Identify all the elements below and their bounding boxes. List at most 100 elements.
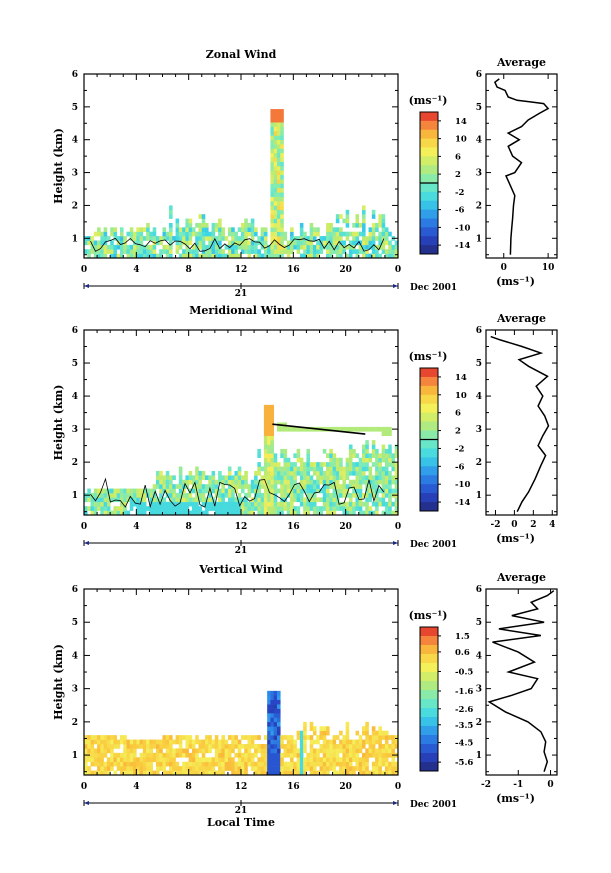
heatmap-cell	[93, 739, 98, 745]
heatmap-cell	[241, 227, 245, 233]
heatmap-cell	[227, 752, 232, 758]
heatmap-cell	[159, 249, 163, 254]
heatmap-cell	[371, 240, 376, 246]
heatmap-cell	[103, 739, 108, 745]
heatmap-cell	[214, 249, 219, 254]
heatmap-cell	[270, 457, 275, 463]
heatmap-cell	[270, 466, 275, 472]
heatmap-cell	[384, 236, 389, 241]
heatmap-cell	[241, 770, 245, 776]
heatmap-cell	[283, 236, 288, 241]
heatmap-cell	[342, 231, 346, 237]
heatmap-cell	[87, 770, 91, 776]
heatmap-cell	[273, 497, 278, 503]
heatmap-cell	[221, 484, 225, 489]
heatmap-cell	[355, 488, 360, 494]
heatmap-cell	[84, 506, 88, 511]
heatmap-cell	[368, 752, 373, 758]
heatmap-cell	[391, 479, 396, 485]
heatmap-cell	[169, 492, 173, 498]
heatmap-cell	[169, 479, 173, 485]
heatmap-cell	[299, 457, 304, 463]
heatmap-cell	[306, 492, 310, 498]
heatmap-cell	[329, 470, 333, 476]
heatmap-cell	[97, 766, 101, 771]
heatmap-cell	[103, 506, 108, 511]
heatmap-cell	[263, 506, 268, 511]
heatmap-cell	[208, 240, 212, 246]
heatmap-cell	[352, 236, 356, 241]
heatmap-cell	[257, 253, 261, 259]
heatmap-cell	[375, 236, 379, 241]
heatmap-cell	[309, 222, 314, 228]
heatmap-cell	[362, 453, 366, 459]
heatmap-cell	[378, 240, 382, 246]
heatmap-cell	[169, 761, 173, 767]
heatmap-cell	[191, 227, 196, 233]
heatmap-cell	[178, 466, 183, 472]
heatmap-cell	[365, 488, 369, 494]
heatmap-cell	[175, 492, 180, 498]
heatmap-cell	[270, 418, 275, 423]
heatmap-cell	[280, 766, 284, 771]
heatmap-cell	[319, 510, 324, 516]
heatmap-cell	[342, 752, 346, 758]
heatmap-cell	[139, 249, 144, 254]
heatmap-cell	[335, 236, 340, 241]
heatmap-cell	[276, 222, 281, 228]
x-tick-label: 0	[395, 265, 401, 275]
heatmap-cell	[388, 497, 392, 503]
heatmap-cell	[97, 244, 101, 250]
heatmap-cell	[142, 770, 147, 776]
heatmap-cell	[276, 214, 281, 219]
heatmap-cell	[237, 744, 242, 749]
heatmap-cell	[299, 479, 304, 485]
heatmap-cell	[345, 222, 350, 228]
heatmap-cell	[234, 470, 239, 476]
heatmap-cell	[175, 501, 180, 507]
heatmap-cell	[205, 506, 209, 511]
heatmap-cell	[270, 699, 275, 705]
heatmap-cell	[106, 501, 111, 507]
heatmap-cell	[381, 510, 386, 516]
heatmap-cell	[339, 761, 343, 767]
heatmap-cell	[169, 501, 173, 507]
heatmap-cell	[234, 240, 239, 246]
heatmap-cell	[319, 249, 324, 254]
colorbar-swatch	[420, 466, 438, 476]
heatmap-cell	[244, 240, 248, 246]
heatmap-cell	[250, 484, 255, 489]
heatmap-cell	[247, 231, 252, 237]
heatmap-cell	[234, 249, 239, 254]
heatmap-cell	[254, 744, 258, 749]
heatmap-cell	[280, 201, 284, 206]
heatmap-cell	[142, 492, 147, 498]
heatmap-cell	[234, 752, 239, 758]
heatmap-cell	[231, 240, 235, 246]
heatmap-cell	[87, 253, 91, 259]
heatmap-cell	[299, 231, 304, 237]
heatmap-cell	[178, 506, 183, 511]
heatmap-cell	[224, 510, 229, 516]
heatmap-cell	[345, 231, 350, 237]
heatmap-cell	[93, 761, 98, 767]
heatmap-cell	[129, 492, 134, 498]
heatmap-cell	[280, 770, 284, 776]
heatmap-cell	[348, 770, 353, 776]
heatmap-cell	[316, 770, 320, 776]
heatmap-cell	[191, 475, 196, 481]
heatmap-cell	[388, 470, 392, 476]
heatmap-cell	[352, 506, 356, 511]
heatmap-cell	[267, 690, 271, 696]
heatmap-cell	[267, 510, 271, 516]
heatmap-cell	[276, 139, 281, 145]
heatmap-cell	[329, 506, 333, 511]
heatmap-cell	[162, 744, 167, 749]
heatmap-cell	[201, 236, 206, 241]
heatmap-cell	[388, 484, 392, 489]
heatmap-cell	[129, 770, 134, 776]
profile-y-tick-label: 1	[476, 234, 482, 244]
heatmap-cell	[355, 761, 360, 767]
heatmap-cell	[348, 497, 353, 503]
heatmap-cell	[378, 735, 382, 740]
